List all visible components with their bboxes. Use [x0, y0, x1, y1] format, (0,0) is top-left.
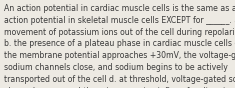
Text: transported out of the cell d. at threshold, voltage-gated sodium: transported out of the cell d. at thresh… [4, 75, 235, 84]
Text: action potential in skeletal muscle cells EXCEPT for ______. a. the: action potential in skeletal muscle cell… [4, 16, 235, 25]
Text: movement of potassium ions out of the cell during repolarization: movement of potassium ions out of the ce… [4, 28, 235, 37]
Text: b. the presence of a plateau phase in cardiac muscle cells c. as: b. the presence of a plateau phase in ca… [4, 39, 235, 48]
Text: the membrane potential approaches +30mV, the voltage-gated: the membrane potential approaches +30mV,… [4, 51, 235, 60]
Text: An action potential in cardiac muscle cells is the same as an: An action potential in cardiac muscle ce… [4, 4, 235, 13]
Text: channels open, and there is a massive influx of sodium ions: channels open, and there is a massive in… [4, 87, 235, 88]
Text: sodium channels close, and sodium begins to be actively: sodium channels close, and sodium begins… [4, 63, 228, 72]
